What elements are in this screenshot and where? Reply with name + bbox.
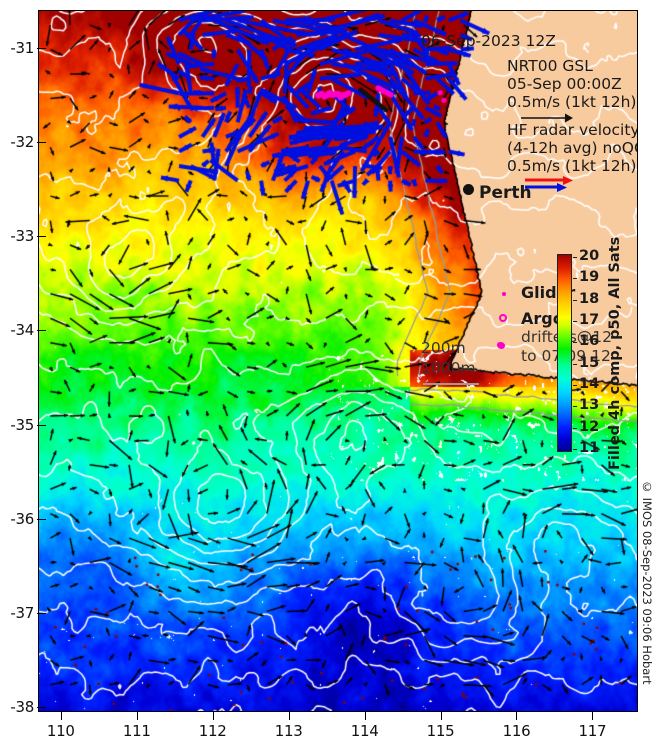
model-scale-arrow-icon: [521, 113, 573, 123]
y-axis-label: -38: [10, 698, 34, 717]
colorbar-tick-label: 14: [579, 376, 600, 392]
colorbar-tick-label: 18: [579, 290, 600, 307]
colorbar-tick: [573, 449, 577, 450]
x-axis-tick: [364, 711, 366, 720]
x-axis-tick: [516, 711, 518, 720]
y-axis-tick: [37, 613, 46, 615]
drifter-legend-marker: [497, 342, 505, 349]
colorbar-tick: [573, 427, 577, 429]
colorbar-tick-label: 11: [579, 440, 600, 456]
y-axis-tick: [37, 47, 46, 49]
y-axis-label: -31: [10, 38, 34, 57]
colorbar-tick-label: 15: [579, 354, 600, 371]
x-axis-tick: [440, 711, 442, 720]
y-axis-label: -36: [10, 509, 34, 528]
x-axis-label: 110: [46, 722, 75, 740]
colorbar-tick-label: 20: [579, 248, 600, 264]
bathymetry-legend-line: [423, 383, 479, 385]
depth-200m-label: 200m: [421, 339, 466, 357]
x-axis-tick: [592, 711, 594, 720]
colorbar-tick: [573, 363, 577, 365]
argo-legend-label: Argo: [521, 309, 564, 328]
x-axis-label: 116: [502, 722, 531, 740]
colorbar-tick: [573, 299, 577, 301]
colorbar-tick-label: 19: [579, 269, 600, 286]
product-label: NRT00 GSL: [507, 57, 593, 75]
depth-1000m-label: 1000m: [421, 359, 476, 377]
y-axis-label: -32: [10, 132, 34, 151]
colorbar-tick: [573, 342, 577, 344]
x-axis-label: 117: [578, 722, 607, 740]
colorbar-tick-label: 16: [579, 333, 600, 350]
hf-radar-scale-label: 0.5m/s (1kt 12h): [507, 157, 637, 175]
x-axis-label: 112: [198, 722, 227, 740]
x-axis-label: 111: [122, 722, 151, 740]
colorbar-tick: [573, 385, 577, 386]
y-axis-tick: [37, 330, 46, 332]
x-axis-tick: [288, 711, 290, 720]
x-axis-tick: [60, 711, 62, 720]
colorbar-tick: [573, 278, 577, 280]
sst-colorbar[interactable]: [557, 254, 572, 452]
perth-label: Perth: [479, 183, 532, 203]
x-axis-tick: [136, 711, 138, 720]
vector-overlay-layer: [39, 11, 637, 711]
x-axis-label: 114: [350, 722, 379, 740]
colorbar-tick: [573, 257, 577, 258]
copyright-label: © IMOS 08-Sep-2023 09:06 Hobart: [640, 480, 654, 685]
perth-marker-dot: [463, 184, 474, 195]
product-scale-label: 0.5m/s (1kt 12h): [507, 93, 637, 111]
argo-legend-marker: [499, 314, 507, 322]
y-axis-tick: [37, 424, 46, 426]
timestamp-label: 06-Sep-2023 12Z: [421, 32, 556, 50]
product-time-label: 05-Sep 00:00Z: [507, 75, 622, 93]
hf-radar-scale-arrow-icon: [525, 176, 573, 192]
y-axis-label: -33: [10, 227, 34, 246]
colorbar-tick-label: 17: [579, 312, 600, 328]
hf-radar-detail-label: (4-12h avg) noQC: [507, 139, 638, 157]
y-axis-label: -34: [10, 321, 34, 340]
colorbar-title: Filled 4h comp, p50, All Sats: [607, 236, 623, 470]
y-axis-tick: [37, 518, 46, 520]
y-axis-tick: [37, 707, 46, 709]
y-axis-label: -35: [10, 415, 34, 434]
colorbar-tick: [573, 406, 577, 408]
y-axis-tick: [37, 141, 46, 143]
colorbar-tick-label: 12: [579, 418, 600, 435]
x-axis-tick: [212, 711, 214, 720]
glider-legend-marker: [502, 292, 506, 296]
y-axis-tick: [37, 236, 46, 238]
colorbar-tick-label: 13: [579, 397, 600, 414]
y-axis-label: -37: [10, 604, 34, 623]
map-plot-area[interactable]: 06-Sep-2023 12Z NRT00 GSL 05-Sep 00:00Z …: [38, 10, 638, 712]
colorbar-tick: [573, 321, 577, 322]
hf-radar-label: HF radar velocity: [507, 121, 638, 139]
x-axis-label: 113: [274, 722, 303, 740]
x-axis-label: 115: [426, 722, 455, 740]
